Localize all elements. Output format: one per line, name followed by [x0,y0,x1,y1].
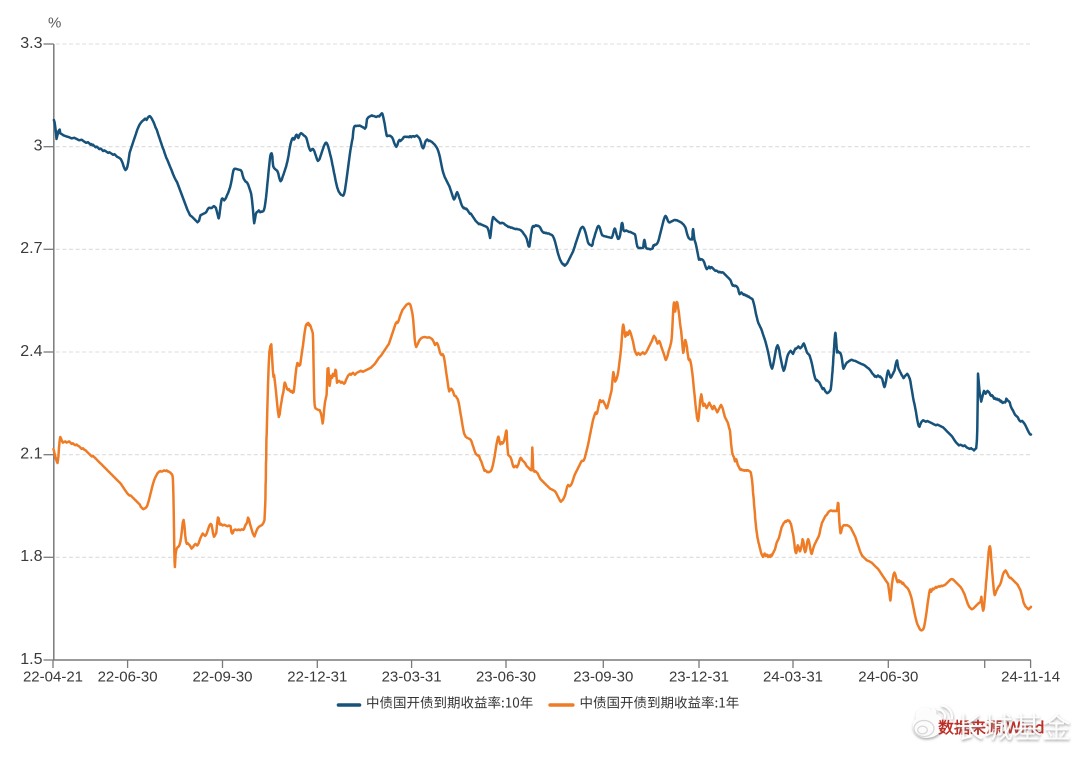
svg-text:24-06-30: 24-06-30 [858,669,918,686]
svg-text:2.7: 2.7 [20,240,42,257]
svg-text:2.4: 2.4 [20,343,42,360]
svg-text:23-09-30: 23-09-30 [573,669,633,686]
svg-text:1.8: 1.8 [20,548,42,565]
svg-text:23-06-30: 23-06-30 [476,669,536,686]
svg-text:22-04-21: 22-04-21 [23,669,83,686]
svg-text:24-03-31: 24-03-31 [763,669,823,686]
svg-text:2.1: 2.1 [20,446,42,463]
svg-text:1.5: 1.5 [20,651,42,668]
svg-text:24-11-14: 24-11-14 [1001,669,1060,686]
svg-text:22-06-30: 22-06-30 [98,669,158,686]
svg-text:22-12-31: 22-12-31 [287,669,347,686]
svg-text:3.3: 3.3 [20,35,42,52]
svg-text:3: 3 [34,138,43,155]
svg-text:23-03-31: 23-03-31 [382,669,442,686]
svg-text:22-09-30: 22-09-30 [192,669,252,686]
svg-text:23-12-31: 23-12-31 [669,669,729,686]
svg-text:%: % [48,15,61,32]
